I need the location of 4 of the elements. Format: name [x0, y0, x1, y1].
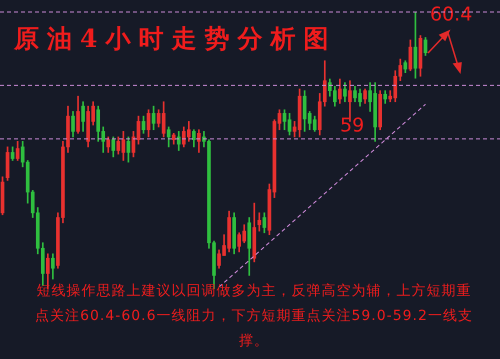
- text: 60.4: [430, 3, 472, 26]
- annotation: 短线操作思路上建议以回调做多为主，反弹高空为辅，上方短期重点关注60.4-60.6一线阻力，下方短期重点关注59.0-59.2一线支撑。: [34, 282, 474, 351]
- text: 原油4小时走势分析图: [14, 23, 336, 55]
- annotation: 59: [340, 114, 364, 136]
